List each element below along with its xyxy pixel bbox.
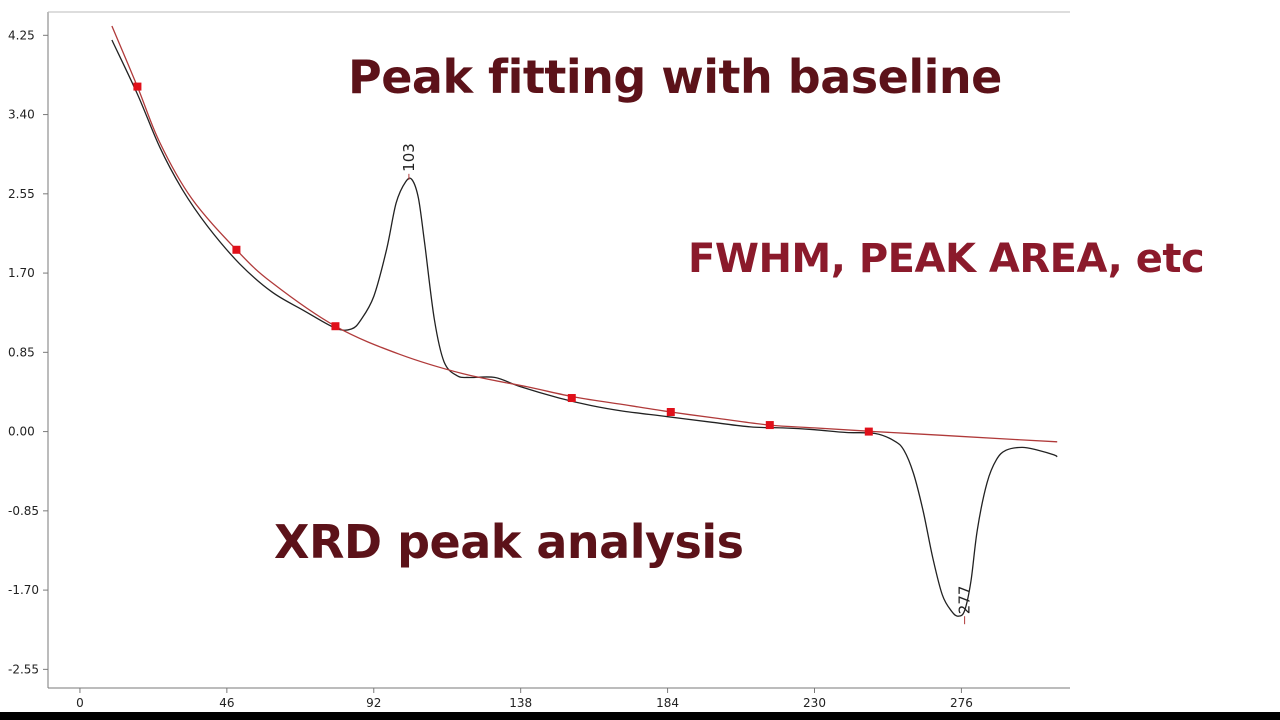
y-tick-label: -1.70 — [8, 583, 39, 597]
peak-label: 277 — [956, 586, 974, 615]
peak-label: 103 — [400, 143, 418, 172]
baseline-anchor-point — [232, 245, 241, 254]
x-tick-label: 92 — [366, 696, 381, 710]
y-tick-label: -2.55 — [8, 662, 39, 676]
x-tick-label: 46 — [219, 696, 234, 710]
baseline-anchor-point — [567, 394, 576, 403]
baseline-anchor-point — [864, 427, 873, 436]
plot-area: 4.25 3.40 2.55 1.70 0.85 0.00 -0.85 -1.70 -2.55 0… — [8, 11, 1070, 710]
y-tick-label: 3.40 — [8, 108, 35, 122]
x-tick-label: 0 — [76, 696, 84, 710]
x-tick-label: 138 — [509, 696, 532, 710]
y-tick-label: 0.85 — [8, 345, 35, 359]
x-tick-label: 230 — [803, 696, 826, 710]
y-tick-label: 2.55 — [8, 187, 35, 201]
y-tick-label: 0.00 — [8, 425, 35, 439]
baseline-anchor-point — [765, 421, 774, 430]
y-tick-label: -0.85 — [8, 504, 39, 518]
x-tick-label: 276 — [950, 696, 973, 710]
overlay-caption: XRD peak analysis — [274, 515, 744, 569]
overlay-subtitle: FWHM, PEAK AREA, etc — [688, 236, 1205, 282]
baseline-anchor-point — [133, 82, 142, 91]
y-tick-label: 4.25 — [8, 28, 35, 42]
xrd-pattern-line — [111, 39, 1058, 617]
y-tick-label: 1.70 — [8, 266, 35, 280]
bottom-bar — [0, 712, 1280, 720]
baseline-anchor-point — [331, 322, 340, 331]
x-tick-label: 184 — [656, 696, 679, 710]
overlay-title: Peak fitting with baseline — [348, 50, 1002, 104]
baseline-anchor-point — [666, 408, 675, 417]
